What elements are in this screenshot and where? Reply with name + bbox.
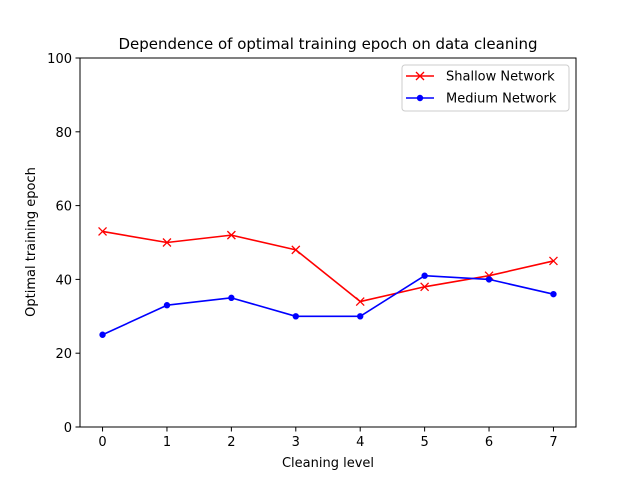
data-point-shallow-network	[226, 230, 236, 240]
x-tick-label: 3	[292, 435, 300, 450]
data-point-shallow-network	[355, 297, 365, 306]
data-point-medium-network	[163, 302, 171, 309]
series-medium-network	[99, 272, 557, 338]
data-point-medium-network	[550, 290, 557, 298]
y-axis-ticks: 0 20 40 60 80 100	[47, 52, 80, 436]
data-point-medium-network	[99, 331, 106, 338]
data-point-shallow-network	[98, 226, 108, 236]
x-tick-label: 0	[98, 435, 106, 450]
y-tick-label: 60	[55, 200, 72, 215]
data-point-medium-network	[485, 276, 493, 283]
series-line-shallow-network	[102, 230, 554, 303]
x-axis-ticks: 0 1 2 3 4 5 6 7	[98, 427, 558, 450]
y-axis-label: Optimal training epoch	[24, 167, 39, 317]
x-tick-label: 4	[356, 435, 364, 450]
series-shallow-network	[98, 226, 558, 306]
legend-entry-shallow-network: Shallow Network	[406, 70, 555, 85]
chart-title: Dependence of optimal training epoch on …	[118, 35, 537, 53]
legend-label-medium-network: Medium Network	[446, 92, 557, 107]
legend: Shallow Network Medium Network	[401, 64, 570, 112]
data-point-medium-network	[292, 313, 299, 320]
data-point-shallow-network	[291, 245, 301, 255]
legend-box	[401, 64, 570, 112]
plot-frame	[79, 57, 577, 428]
legend-marker-medium-network	[416, 94, 424, 102]
x-tick-label: 2	[227, 435, 235, 450]
series-line-medium-network	[102, 274, 554, 336]
data-point-shallow-network	[420, 282, 430, 292]
y-tick-label: 100	[47, 52, 72, 67]
x-axis-label: Cleaning level	[282, 456, 374, 471]
data-point-medium-network	[357, 313, 364, 320]
plot-area	[80, 58, 576, 427]
x-tick-label: 6	[485, 435, 493, 450]
plot-background	[80, 58, 576, 427]
x-tick-label: 5	[420, 435, 428, 450]
data-point-medium-network	[228, 294, 235, 302]
series-layer	[98, 226, 558, 338]
legend-entry-medium-network: Medium Network	[406, 92, 557, 107]
legend-label-shallow-network: Shallow Network	[446, 70, 555, 85]
data-point-medium-network	[421, 272, 428, 279]
x-tick-label: 1	[163, 435, 171, 450]
y-tick-label: 20	[55, 347, 72, 362]
y-tick-label: 40	[55, 273, 72, 288]
x-tick-label: 7	[549, 435, 557, 450]
data-point-shallow-network	[548, 256, 558, 266]
y-tick-label: 0	[64, 421, 72, 436]
y-tick-label: 80	[55, 126, 72, 141]
data-point-shallow-network	[162, 238, 172, 247]
